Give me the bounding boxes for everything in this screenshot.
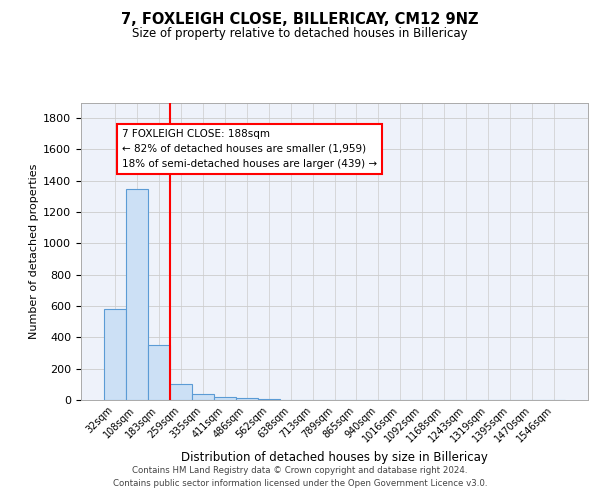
Bar	[148, 345, 170, 400]
X-axis label: Distribution of detached houses by size in Billericay: Distribution of detached houses by size …	[181, 451, 488, 464]
Text: 7 FOXLEIGH CLOSE: 188sqm
← 82% of detached houses are smaller (1,959)
18% of sem: 7 FOXLEIGH CLOSE: 188sqm ← 82% of detach…	[122, 129, 377, 168]
Text: 7, FOXLEIGH CLOSE, BILLERICAY, CM12 9NZ: 7, FOXLEIGH CLOSE, BILLERICAY, CM12 9NZ	[121, 12, 479, 28]
Y-axis label: Number of detached properties: Number of detached properties	[29, 164, 39, 339]
Bar	[104, 309, 126, 400]
Text: Contains HM Land Registry data © Crown copyright and database right 2024.
Contai: Contains HM Land Registry data © Crown c…	[113, 466, 487, 487]
Bar	[214, 397, 236, 400]
Bar	[192, 394, 214, 400]
Text: Size of property relative to detached houses in Billericay: Size of property relative to detached ho…	[132, 28, 468, 40]
Bar	[126, 188, 148, 400]
Bar	[236, 398, 257, 400]
Bar	[170, 384, 192, 400]
Bar	[257, 399, 280, 400]
